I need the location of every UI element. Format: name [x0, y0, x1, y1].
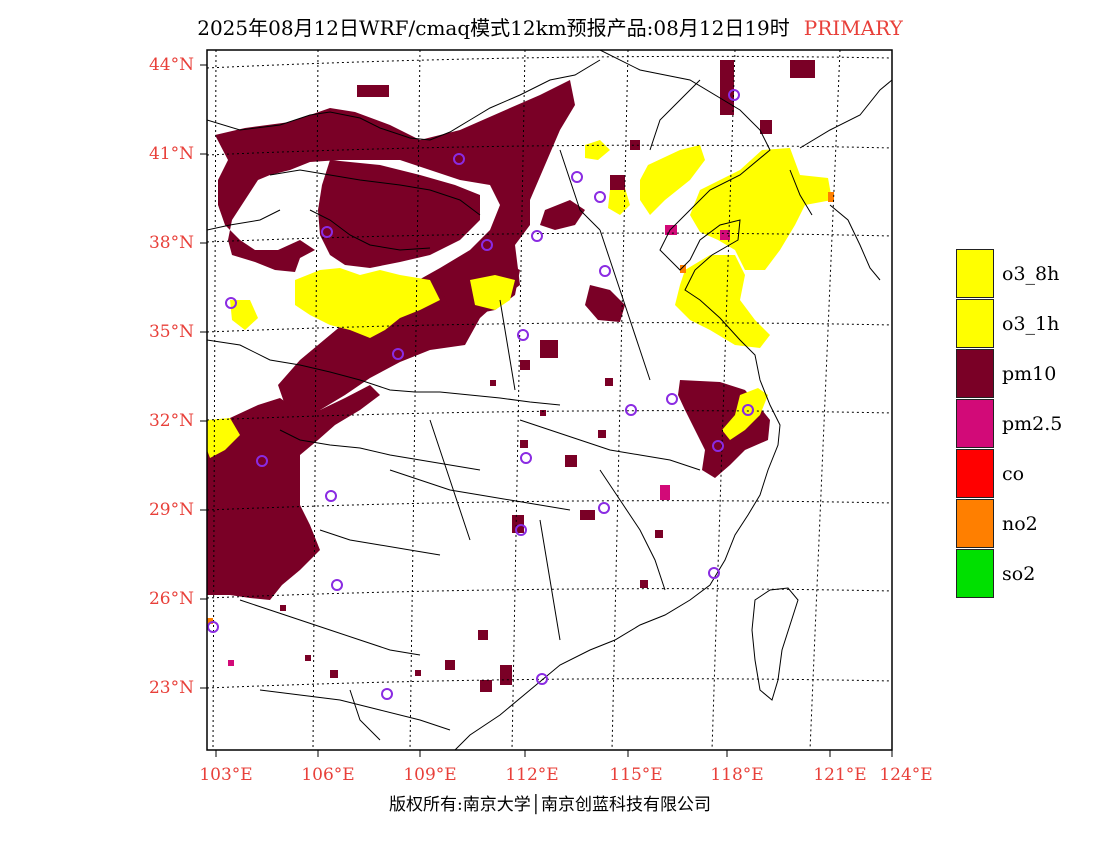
legend-label-o3-1h: o3_1h — [1002, 313, 1060, 335]
legend-swatch-o3-1h — [956, 299, 994, 348]
map-title: 2025年08月12日WRF/cmaq模式12km预报产品:08月12日19时 P… — [0, 12, 1100, 41]
map-frame — [206, 49, 893, 751]
legend-swatch-co — [956, 449, 994, 498]
lat-label-44: 44°N — [148, 55, 194, 75]
pm10-region-northwest — [215, 80, 575, 420]
lon-label-109: 109°E — [403, 765, 457, 785]
lon-label-115: 115°E — [609, 765, 663, 785]
o3-region-hebei — [608, 188, 630, 215]
legend-swatch-pm25 — [956, 399, 994, 448]
lon-label-118: 118°E — [710, 765, 764, 785]
legend-label-o3-8h: o3_8h — [1002, 263, 1060, 285]
lon-label-103: 103°E — [199, 765, 253, 785]
legend-item-pm25: pm2.5 — [956, 399, 1096, 449]
legend-label-pm25: pm2.5 — [1002, 413, 1063, 435]
lon-label-124: 124°E — [879, 765, 933, 785]
legend-item-o3-1h: o3_1h — [956, 299, 1096, 349]
legend-label-co: co — [1002, 463, 1025, 485]
copyright-text: 版权所有:南京大学│南京创蓝科技有限公司 — [389, 795, 711, 815]
legend-item-no2: no2 — [956, 499, 1096, 549]
legend-swatch-so2 — [956, 549, 994, 598]
legend-swatch-o3-8h — [956, 249, 994, 298]
lat-label-38: 38°N — [148, 233, 194, 253]
title-text: 2025年08月12日WRF/cmaq模式12km预报产品:08月12日19时 — [197, 16, 790, 40]
tick-marks — [200, 64, 893, 757]
lon-label-106: 106°E — [301, 765, 355, 785]
o3-region-liaoning — [690, 148, 832, 270]
legend-swatch-pm10 — [956, 349, 994, 398]
lon-label-121: 121°E — [813, 765, 867, 785]
legend-item-pm10: pm10 — [956, 349, 1096, 399]
primary-tag: PRIMARY — [803, 16, 903, 40]
legend-label-pm10: pm10 — [1002, 363, 1057, 385]
legend-item-co: co — [956, 449, 1096, 499]
lat-label-26: 26°N — [148, 589, 194, 609]
legend-item-so2: so2 — [956, 549, 1096, 599]
monitoring-stations — [207, 89, 754, 700]
pm10-region-hebei — [540, 200, 585, 230]
lat-label-41: 41°N — [148, 144, 194, 164]
o3-region-loess — [295, 268, 440, 338]
pm10-region-southwest — [207, 385, 380, 600]
legend-swatch-no2 — [956, 499, 994, 548]
boundaries — [207, 50, 892, 750]
lat-label-35: 35°N — [148, 322, 194, 342]
o3-region-gansu — [230, 300, 258, 330]
pm10-region-loess — [318, 160, 480, 268]
o3-region-shanxi — [470, 275, 515, 310]
o3-region-shandong — [675, 255, 770, 348]
legend-label-no2: no2 — [1002, 513, 1038, 535]
pm10-region-north-plain — [585, 285, 625, 322]
lon-label-112: 112°E — [505, 765, 559, 785]
lat-label-32: 32°N — [148, 411, 194, 431]
legend-item-o3-8h: o3_8h — [956, 249, 1096, 299]
o3-region-beijing — [585, 140, 610, 160]
lat-label-29: 29°N — [148, 500, 194, 520]
o3-region-northeast — [640, 145, 705, 215]
o3-region-sichuan — [207, 418, 240, 458]
legend-label-so2: so2 — [1002, 563, 1036, 585]
lat-label-23: 23°N — [148, 678, 194, 698]
map-content — [207, 50, 892, 750]
graticule — [207, 50, 892, 750]
